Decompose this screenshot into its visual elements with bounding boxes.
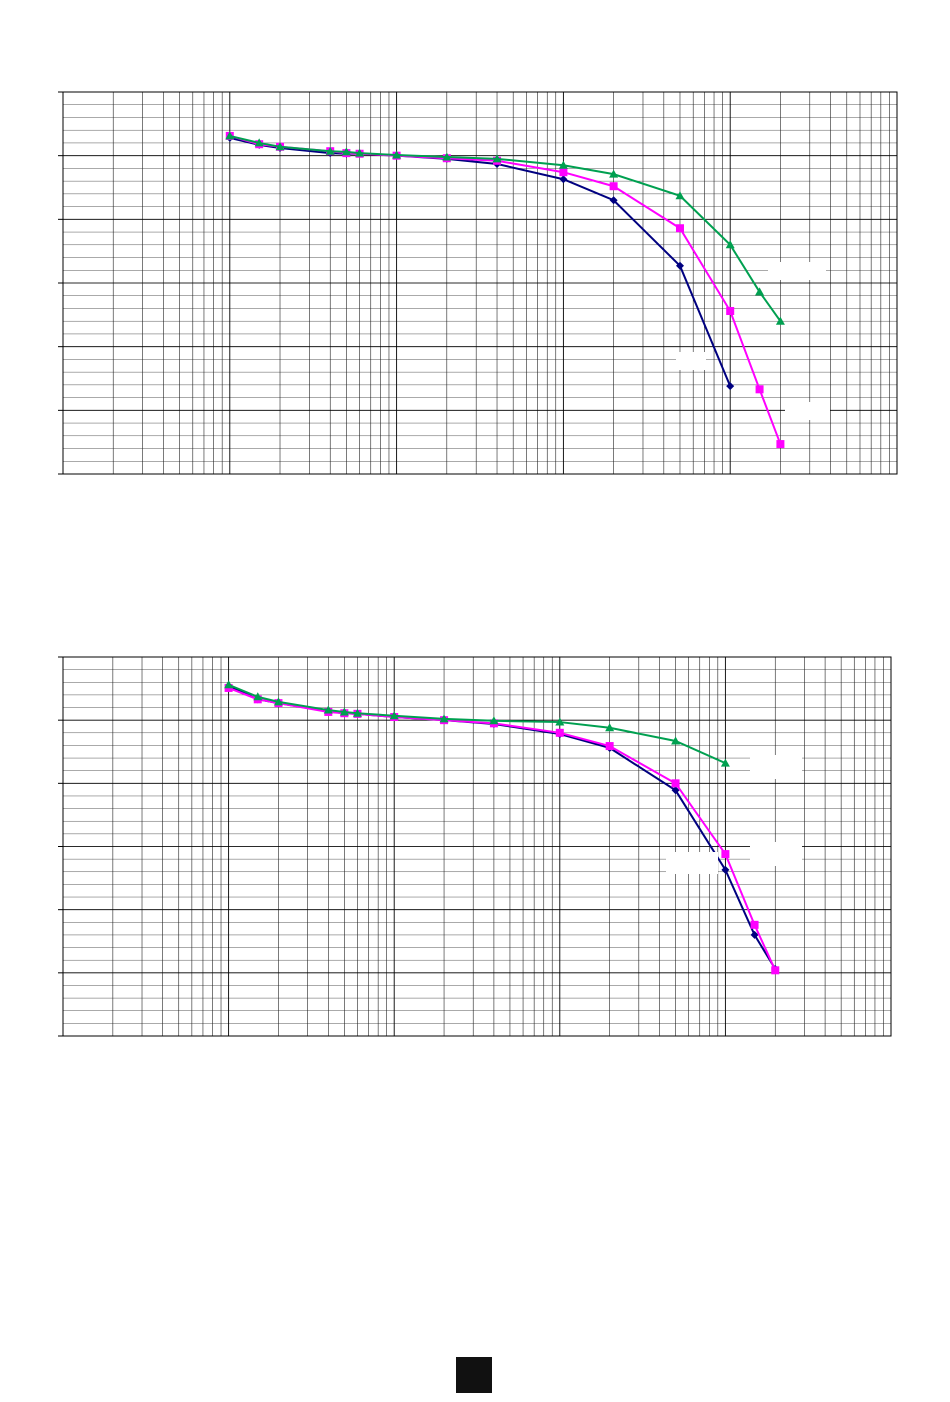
marker: [341, 147, 351, 156]
label-box: [785, 402, 830, 420]
marker: [323, 705, 333, 714]
marker: [726, 307, 735, 316]
charts: [58, 91, 898, 1037]
marker: [389, 711, 399, 720]
marker: [605, 723, 615, 732]
marker: [721, 865, 730, 874]
marker: [609, 196, 618, 205]
marker: [750, 930, 759, 939]
marker: [675, 224, 684, 233]
marker: [671, 736, 681, 745]
label-box: [750, 842, 802, 866]
marker: [559, 175, 568, 184]
marker: [555, 728, 564, 737]
marker: [254, 138, 264, 147]
marker: [253, 692, 263, 701]
marker: [755, 385, 764, 394]
label-boxes: [666, 262, 830, 874]
label-box: [676, 352, 706, 370]
marker: [489, 716, 499, 725]
marker: [720, 758, 730, 767]
marker: [775, 316, 785, 325]
marker: [675, 261, 684, 270]
marker: [750, 920, 759, 929]
label-box: [666, 852, 718, 874]
marker: [392, 150, 402, 159]
marker: [675, 191, 685, 200]
marker: [609, 182, 618, 191]
marker: [225, 131, 235, 140]
marker: [439, 714, 449, 723]
marker: [721, 850, 730, 859]
marker: [559, 168, 568, 177]
marker: [605, 742, 614, 751]
marker: [558, 160, 568, 169]
marker: [776, 440, 785, 449]
marker: [275, 142, 285, 151]
marker: [355, 148, 365, 157]
marker: [755, 287, 765, 296]
marker: [671, 779, 680, 788]
chart: [58, 91, 898, 475]
label-box: [768, 262, 826, 280]
marker: [555, 717, 565, 726]
marker: [492, 154, 502, 163]
page-marker: [456, 1357, 492, 1393]
marker: [224, 680, 234, 689]
marker: [325, 146, 335, 155]
marker: [609, 169, 619, 178]
chart: [58, 656, 892, 1037]
marker: [352, 708, 362, 717]
marker: [339, 707, 349, 716]
marker: [771, 966, 780, 975]
plot-border: [62, 91, 898, 475]
marker: [273, 697, 283, 706]
plot-border: [62, 656, 892, 1037]
marker: [671, 786, 680, 795]
label-box: [750, 755, 802, 779]
marker: [442, 152, 452, 161]
marker: [726, 382, 735, 391]
marker: [725, 240, 735, 249]
